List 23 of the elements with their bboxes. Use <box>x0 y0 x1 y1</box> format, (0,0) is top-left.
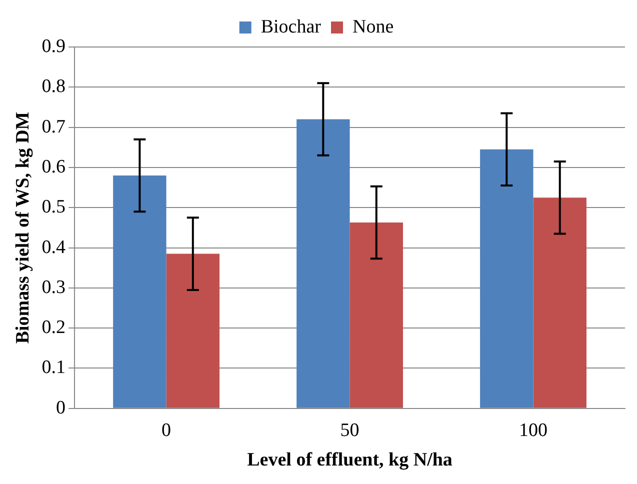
x-axis-title: Level of effluent, kg N/ha <box>247 450 453 471</box>
legend-label: Biochar <box>260 16 322 38</box>
legend-label: None <box>352 16 394 38</box>
y-tick-label: 0.4 <box>42 236 66 258</box>
y-tick-label: 0.7 <box>42 116 66 138</box>
bar <box>350 222 403 408</box>
y-tick-label: 0 <box>56 397 66 418</box>
bar <box>166 254 220 408</box>
bar <box>296 119 350 408</box>
y-tick-label: 0.2 <box>42 317 66 338</box>
bar <box>480 149 534 408</box>
y-tick-label: 0.1 <box>42 357 66 378</box>
y-tick-label: 0.3 <box>42 276 66 298</box>
y-axis-title: Biomass yield of WS, kg DM <box>12 112 34 344</box>
bar <box>113 176 166 408</box>
x-tick-label: 50 <box>340 420 360 441</box>
y-tick-label: 0.6 <box>42 156 66 178</box>
y-tick-label: 0.8 <box>42 76 66 98</box>
y-tick-label: 0.5 <box>42 196 66 218</box>
x-tick-label: 100 <box>519 420 548 441</box>
y-tick-label: 0.9 <box>42 36 66 57</box>
bar <box>533 198 586 408</box>
x-tick-label: 0 <box>162 420 172 441</box>
